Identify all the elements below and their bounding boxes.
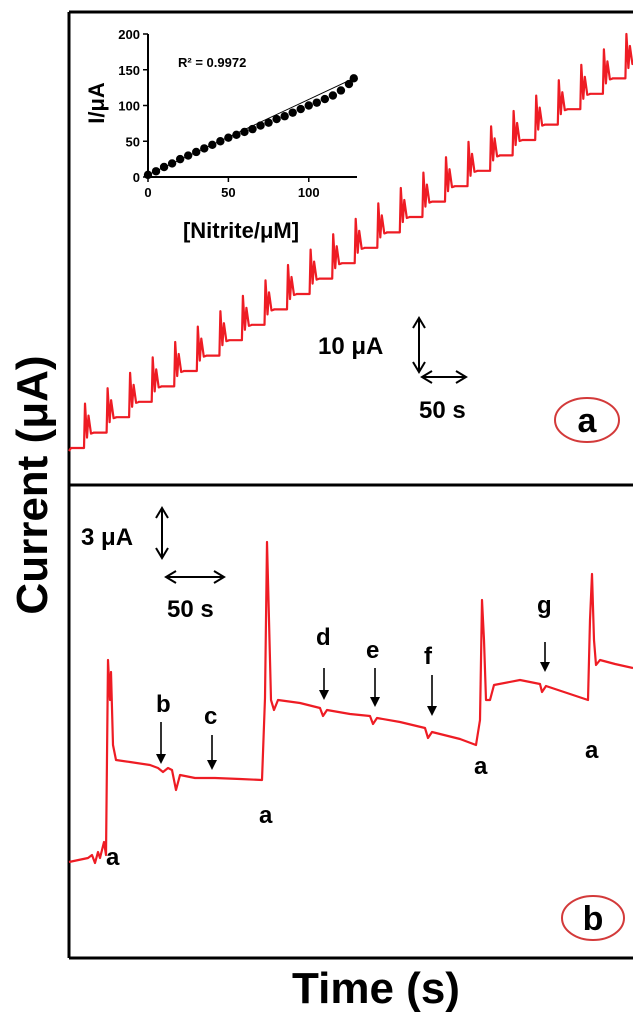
event-label-f: f [424,643,433,670]
scalebar-a-y-label: 10 μA [318,333,383,360]
inset-point [288,108,296,116]
panel-b-badge: b [562,896,624,940]
trace-b [69,542,633,863]
inset-calibration: 0 50 100 150 200 0 50 100 R² = 0.9972 [Nitrite/… [84,27,358,243]
inset-point [248,125,256,133]
inset-x-tick-label: 100 [298,185,320,200]
inset-point [305,101,313,109]
event-label-d: d [316,624,331,651]
event-label-a: a [585,737,599,764]
event-arrowhead-e [370,697,380,707]
panel-a: 10 μA 50 s a 0 50 100 150 200 0 50 100 R² = 0.9… [69,27,633,451]
inset-points [144,74,358,179]
inset-point [152,167,160,175]
inset-point [168,159,176,167]
event-label-b: b [156,691,171,718]
y-axis-title: Current (μA) [8,355,57,614]
inset-point [216,137,224,145]
panel-a-letter: a [578,402,598,440]
event-arrowhead-d [319,690,329,700]
event-arrowhead-c [207,760,217,770]
inset-point [272,115,280,123]
inset-point [176,155,184,163]
inset-point [144,171,152,179]
inset-y-tick-label: 200 [118,27,140,42]
inset-x-tick-label: 50 [221,185,235,200]
inset-point [264,118,272,126]
scalebar-b-x-label: 50 s [167,596,214,623]
inset-point [280,112,288,120]
inset-point [184,151,192,159]
event-arrowhead-b [156,754,166,764]
inset-y-tick-label: 150 [118,63,140,78]
inset-y-title: I/μA [84,82,109,124]
inset-point [160,163,168,171]
inset-y-tick-label: 0 [133,170,140,185]
inset-y-tick-label: 50 [126,134,140,149]
inset-point [337,86,345,94]
inset-y-tick-label: 100 [118,99,140,114]
scalebar-b: 3 μA 50 s [81,508,224,623]
inset-point [256,121,264,129]
event-label-a: a [106,844,120,871]
x-axis-title: Time (s) [292,964,460,1013]
event-label-c: c [204,703,217,730]
event-arrowhead-g [540,662,550,672]
inset-r2-annotation: R² = 0.9972 [178,55,246,70]
panel-b-letter: b [583,900,604,938]
inset-point [321,95,329,103]
event-label-e: e [366,637,379,664]
scalebar-b-y-label: 3 μA [81,524,133,551]
event-label-a: a [259,802,273,829]
inset-point [200,144,208,152]
panel-b: a b c a d e f a g a 3 μA 50 s b [69,508,633,940]
inset-point [350,74,358,82]
scalebar-a-x-label: 50 s [419,397,466,424]
event-label-g: g [537,592,552,619]
inset-point [208,141,216,149]
inset-x-tick-label: 0 [144,185,151,200]
event-label-a: a [474,753,488,780]
trace-a [69,34,633,451]
inset-point [192,148,200,156]
event-arrowhead-f [427,706,437,716]
inset-point [297,105,305,113]
inset-point [232,131,240,139]
panel-a-badge: a [555,398,619,442]
scalebar-a: 10 μA 50 s [318,318,466,424]
inset-point [329,91,337,99]
inset-point [313,98,321,106]
inset-point [224,133,232,141]
figure-frame [69,12,633,958]
panel-b-events: a b c a d e f a g a [106,592,599,871]
inset-x-title: [Nitrite/μM] [183,218,299,243]
inset-point [240,128,248,136]
